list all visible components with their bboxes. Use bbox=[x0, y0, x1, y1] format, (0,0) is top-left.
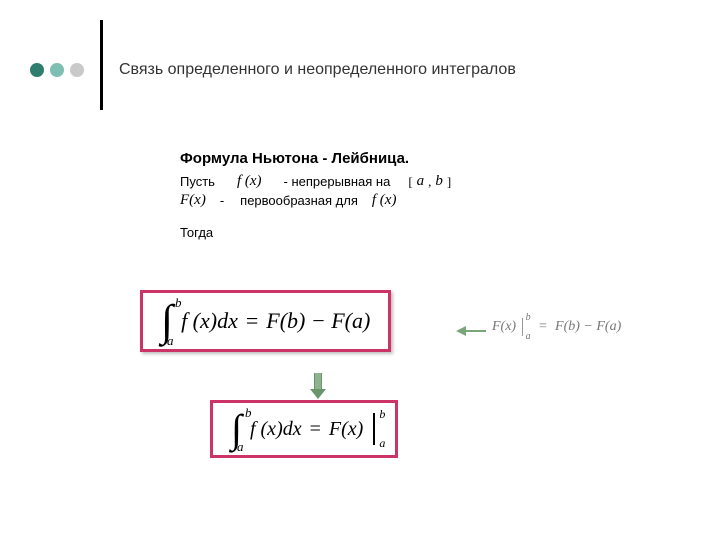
math-fx-2: f (x) bbox=[372, 192, 397, 209]
side-eq: = bbox=[538, 319, 547, 334]
decorative-dots bbox=[30, 63, 84, 77]
rhs-1: F(b) − F(a) bbox=[266, 308, 370, 334]
eval-lower: a bbox=[379, 436, 385, 451]
arrow-head bbox=[456, 326, 466, 336]
premise-line-2: F(x) - первообразная для f (x) bbox=[180, 192, 680, 209]
interval-b: b bbox=[435, 173, 443, 190]
integrand-2: f (x)dx bbox=[250, 418, 302, 441]
integral-sign-1: ∫ b a bbox=[161, 301, 173, 341]
formula-1-box: ∫ b a f (x)dx = F(b) − F(a) bbox=[140, 290, 391, 352]
formula-1-container: ∫ b a f (x)dx = F(b) − F(a) bbox=[140, 290, 391, 352]
formula-2-container: ∫ b a f (x)dx = F(x) b a bbox=[210, 400, 398, 458]
eval-bar: b a bbox=[373, 413, 375, 445]
integrand-1: f (x)dx bbox=[181, 308, 238, 334]
dot-1 bbox=[30, 63, 44, 77]
arrow-v-line bbox=[314, 373, 322, 389]
formula-2-box: ∫ b a f (x)dx = F(x) b a bbox=[210, 400, 398, 458]
dot-3 bbox=[70, 63, 84, 77]
int1-upper: b bbox=[175, 297, 182, 309]
slide-title: Связь определенного и неопределенного ин… bbox=[119, 61, 516, 79]
slide-header: Связь определенного и неопределенного ин… bbox=[30, 30, 516, 110]
eval-upper: b bbox=[379, 407, 385, 422]
side-upper: b bbox=[526, 312, 531, 323]
side-Fx: F(x) bbox=[492, 319, 516, 334]
arrow-v-head bbox=[310, 389, 326, 399]
interval-close: ] bbox=[447, 174, 451, 190]
math-Fx: F(x) bbox=[180, 192, 206, 209]
integral-sign-2: ∫ b a bbox=[231, 411, 242, 447]
then-text: Тогда bbox=[180, 225, 680, 240]
side-rhs: F(b) − F(a) bbox=[555, 319, 621, 334]
let-text: Пусть bbox=[180, 174, 215, 189]
vertical-divider bbox=[100, 20, 103, 110]
interval-a: a bbox=[417, 173, 425, 190]
eq-1: = bbox=[246, 308, 258, 334]
dot-2 bbox=[50, 63, 64, 77]
int2-upper: b bbox=[245, 407, 252, 419]
premise-line-1: Пусть f (x) - непрерывная на [ a , b ] bbox=[180, 173, 680, 190]
arrow-line bbox=[466, 330, 486, 332]
dash: - bbox=[220, 193, 224, 208]
side-lower: a bbox=[526, 331, 531, 342]
content-block: Формула Ньютона - Лейбница. Пусть f (x) … bbox=[180, 150, 680, 240]
antiderivative-text: первообразная для bbox=[240, 193, 358, 208]
arrow-left-icon bbox=[456, 326, 486, 336]
formula-2: ∫ b a f (x)dx = F(x) b a bbox=[231, 411, 377, 447]
math-fx: f (x) bbox=[237, 173, 262, 190]
rhs-2-Fx: F(x) bbox=[329, 418, 363, 441]
theorem-name: Формула Ньютона - Лейбница. bbox=[180, 150, 680, 167]
interval-open: [ bbox=[408, 174, 412, 190]
int1-lower: a bbox=[167, 335, 174, 347]
eq-2: = bbox=[310, 418, 321, 441]
int2-lower: a bbox=[237, 441, 244, 453]
continuous-on-text: - непрерывная на bbox=[284, 174, 391, 189]
arrow-down-icon bbox=[310, 373, 326, 399]
formula-1: ∫ b a f (x)dx = F(b) − F(a) bbox=[161, 301, 370, 341]
interval-comma: , bbox=[428, 174, 431, 190]
side-equation: F(x) b a = F(b) − F(a) bbox=[492, 318, 621, 336]
